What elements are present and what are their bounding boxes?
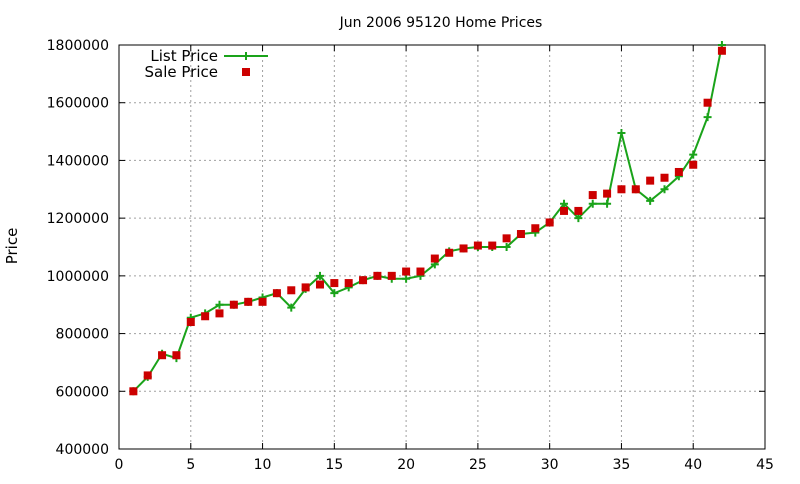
x-tick-label: 25 [469,457,487,473]
data-point-sale-price [603,189,612,198]
x-tick-label: 0 [115,457,124,473]
data-point-sale-price [172,351,181,360]
legend: List Price Sale Price [145,47,268,81]
legend-label-list-price: List Price [150,47,218,65]
data-point-sale-price [588,191,597,200]
data-point-list-price [603,199,612,208]
y-axis-label: Price [3,228,21,265]
data-point-list-price [287,303,296,312]
data-point-list-price [560,199,569,208]
data-point-sale-price [143,371,152,380]
data-point-list-price [703,113,712,122]
x-tick-label: 5 [186,457,195,473]
data-point-sale-price [531,224,540,233]
data-point-sale-price [315,280,324,289]
y-tick-label: 1800000 [47,38,109,54]
legend-marker-sale-price [242,68,250,76]
data-point-sale-price [560,206,569,215]
data-point-sale-price [359,276,368,285]
data-point-sale-price [373,271,382,280]
data-point-sale-price [186,318,195,327]
x-tick-label: 30 [541,457,559,473]
data-point-sale-price [215,309,224,318]
data-point-sale-price [430,254,439,263]
legend-marker-list-price [242,52,250,60]
data-point-sale-price [717,46,726,55]
data-point-sale-price [416,267,425,276]
data-point-list-price [646,196,655,205]
data-point-sale-price [502,234,511,243]
data-point-sale-price [229,300,238,309]
data-point-sale-price [488,241,497,250]
data-point-sale-price [387,271,396,280]
legend-label-sale-price: Sale Price [145,63,218,81]
data-point-list-price [617,129,626,138]
data-point-sale-price [244,297,253,306]
data-point-sale-price [344,279,353,288]
x-tick-label: 45 [756,457,774,473]
data-point-sale-price [631,185,640,194]
data-point-sale-price [301,283,310,292]
data-point-sale-price [445,248,454,257]
data-point-sale-price [287,286,296,295]
y-tick-label: 400000 [56,442,109,458]
data-point-list-price [660,185,669,194]
y-tick-label: 1200000 [47,211,109,227]
chart-title: Jun 2006 95120 Home Prices [339,15,543,31]
y-tick-label: 1600000 [47,96,109,112]
data-point-list-price [502,243,511,251]
data-point-list-price [574,214,583,223]
y-tick-label: 800000 [56,327,109,343]
plot-border [118,44,766,450]
data-point-sale-price [703,98,712,107]
data-point-sale-price [646,176,655,185]
x-tick-label: 35 [613,457,631,473]
data-point-sale-price [258,297,267,306]
data-point-sale-price [660,173,669,182]
data-point-sale-price [402,267,411,276]
x-tick-label: 20 [397,457,415,473]
y-tick-label: 600000 [56,384,109,400]
data-series [129,41,726,396]
y-tick-label: 1400000 [47,153,109,169]
data-point-sale-price [201,312,210,321]
data-point-sale-price [272,289,281,298]
data-point-sale-price [674,167,683,176]
data-point-sale-price [459,244,468,253]
x-tick-label: 40 [684,457,702,473]
series-line-list-price [132,44,723,392]
data-point-sale-price [545,218,554,227]
data-point-sale-price [158,351,167,360]
axes: 0 5 10 15 20 25 30 35 40 45 400000 600000 800000 1000… [47,38,774,473]
data-point-list-price [588,199,597,208]
data-point-sale-price [516,230,525,239]
x-tick-label: 10 [254,457,272,473]
data-point-sale-price [129,387,138,396]
data-point-sale-price [330,279,339,288]
data-point-sale-price [574,206,583,215]
grid-lines [119,45,765,449]
data-point-sale-price [473,241,482,250]
data-point-list-price [402,274,411,283]
y-tick-label: 1000000 [47,269,109,285]
data-point-list-price [689,150,698,159]
x-tick-label: 15 [325,457,343,473]
data-point-sale-price [617,185,626,194]
data-point-list-price [330,289,339,298]
data-point-list-price [215,300,224,309]
data-point-list-price [315,271,324,280]
data-point-sale-price [689,160,698,169]
